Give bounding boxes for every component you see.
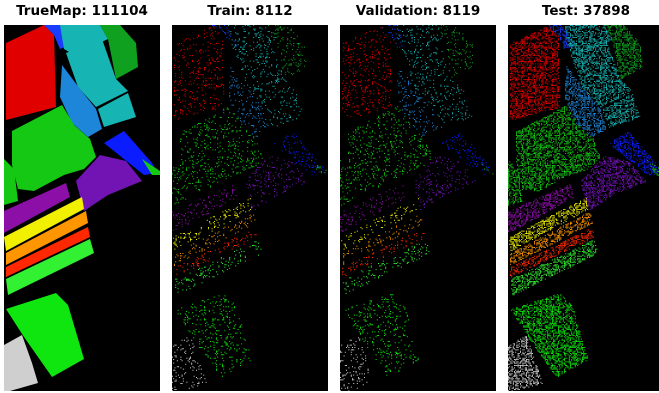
region-dark-purple-strip [4, 183, 70, 233]
panel-title-train: Train: 8112 [207, 3, 293, 19]
region-samples-green-center [516, 106, 600, 192]
region-samples-purple-field [581, 156, 646, 210]
region-samples-green-center [340, 160, 353, 206]
region-samples-green-top-right [438, 25, 473, 78]
region-samples-bright-green-field [345, 294, 419, 376]
region-samples-blue-right [442, 133, 491, 176]
region-gray-corner [4, 335, 38, 391]
region-samples-orange-stripe [174, 214, 256, 266]
land-cover-map-train [172, 25, 328, 391]
region-samples-lime-green [175, 241, 262, 293]
region-green-top-right [100, 25, 138, 79]
panel-title-validation: Validation: 8119 [355, 3, 481, 19]
region-bright-green-field [6, 293, 84, 377]
panel-validation: Validation: 8119 [340, 0, 496, 393]
panel-test: Test: 37898 [508, 0, 659, 393]
region-samples-green-center [647, 160, 659, 176]
region-samples-red-stripe [176, 231, 257, 275]
panel-title-truemap: TrueMap: 111104 [16, 3, 148, 19]
region-samples-lime-green [511, 240, 598, 296]
region-yellow-stripes [4, 197, 84, 251]
region-cyan-fields [66, 39, 128, 107]
panel-truemap: TrueMap: 111104 [4, 0, 160, 393]
region-samples-dark-purple-strip [340, 185, 405, 232]
region-purple-field [76, 155, 142, 211]
region-red-field [6, 25, 56, 120]
region-samples-bright-green-field [177, 295, 251, 377]
land-cover-map-truemap [4, 25, 160, 391]
region-samples-gray-corner [340, 337, 369, 391]
region-green-center [12, 105, 96, 191]
region-samples-red-field [510, 27, 561, 120]
region-samples-lime-green [343, 243, 430, 294]
region-samples-blue-strip [212, 25, 237, 47]
region-samples-bright-green-field [511, 294, 588, 377]
region-samples-blue-strip [382, 25, 403, 48]
region-sky-blue-block [60, 65, 102, 137]
region-samples-cyan-fields [228, 25, 275, 55]
region-samples-yellow-stripes [341, 198, 419, 250]
region-samples-green-top-right [605, 25, 643, 79]
region-samples-red-field [342, 27, 393, 118]
region-samples-cyan-fields [437, 97, 473, 128]
region-samples-cyan-fields [603, 94, 641, 128]
region-green-center [142, 159, 160, 175]
region-samples-sky-blue-block [565, 66, 606, 137]
region-samples-yellow-stripes [509, 198, 589, 251]
region-samples-cyan-fields [267, 94, 302, 127]
region-samples-blue-right [610, 132, 659, 176]
region-samples-blue-strip [549, 25, 573, 49]
region-samples-green-center [348, 106, 431, 192]
region-orange-stripe [6, 211, 88, 265]
region-samples-cyan-fields [404, 40, 465, 107]
panel-train: Train: 8112 [172, 0, 328, 393]
region-samples-cyan-fields [236, 40, 294, 107]
region-green-center [4, 159, 18, 205]
region-samples-sky-blue-block [229, 67, 269, 137]
region-blue-right [104, 131, 158, 175]
region-samples-green-top-right [268, 25, 307, 76]
region-samples-blue-right [274, 133, 325, 176]
region-samples-gray-corner [172, 337, 207, 391]
region-samples-cyan-fields [397, 25, 443, 54]
region-cyan-fields [60, 25, 108, 55]
region-samples-red-stripe [342, 233, 425, 276]
region-samples-red-field [174, 27, 225, 120]
land-cover-map-test [508, 25, 659, 391]
region-samples-gray-corner [508, 336, 543, 391]
region-cyan-fields [98, 93, 136, 127]
panel-title-test: Test: 37898 [541, 3, 631, 19]
region-samples-green-center [172, 167, 187, 205]
land-cover-map-validation [340, 25, 496, 391]
region-lime-green [6, 239, 94, 295]
region-samples-green-center [180, 107, 263, 192]
region-red-stripe [6, 227, 90, 277]
region-samples-dark-purple-strip [172, 185, 237, 231]
region-samples-cyan-fields [565, 25, 612, 55]
region-samples-purple-field [246, 156, 305, 210]
region-samples-green-center [508, 161, 523, 206]
